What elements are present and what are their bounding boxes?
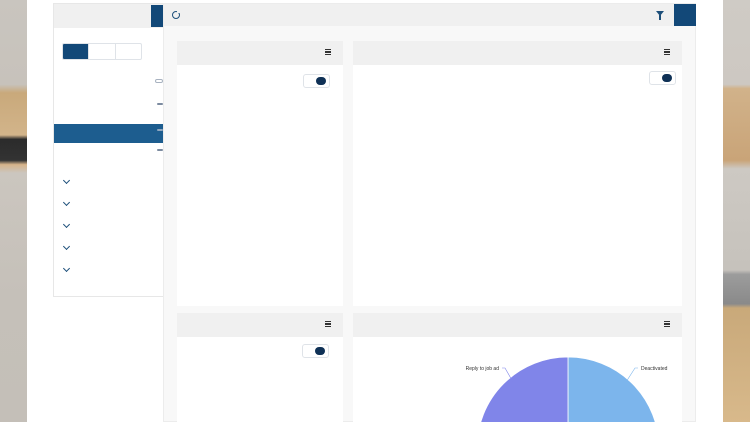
menu-icon[interactable] — [664, 49, 670, 55]
filters-button[interactable] — [649, 71, 676, 85]
filters-count-badge — [315, 347, 325, 355]
widget-vacancy-publications — [177, 41, 343, 306]
dashboard-item-publication-support[interactable] — [54, 76, 173, 100]
category-list — [54, 171, 173, 281]
dashboard-panel: Deactivated Reply to job ad — [163, 3, 696, 422]
filters-button[interactable] — [302, 344, 329, 358]
filter-tab-private[interactable] — [88, 44, 114, 59]
dashboards-sidebar — [53, 3, 174, 297]
category-applications[interactable] — [54, 215, 173, 237]
pie-connector — [502, 367, 514, 383]
filters-button[interactable] — [303, 74, 330, 88]
category-applicants[interactable] — [54, 237, 173, 259]
visibility-filter — [62, 43, 142, 60]
category-vacancies[interactable] — [54, 193, 173, 215]
widget-header — [353, 313, 682, 337]
vacancy-chart — [177, 41, 343, 306]
visibility-badge — [157, 103, 163, 105]
widget-header — [353, 41, 682, 65]
widget-header — [177, 313, 343, 337]
evolution-chart — [353, 41, 682, 306]
chevron-down-icon — [62, 242, 71, 251]
visibility-badge — [155, 79, 163, 83]
dashboard-gauge-icon — [172, 10, 181, 19]
chevron-down-icon — [62, 176, 71, 185]
widget-header — [177, 41, 343, 65]
duration-chart — [177, 313, 343, 422]
chevron-down-icon — [62, 198, 71, 207]
pie-slice — [480, 356, 569, 422]
filters-count-badge — [662, 74, 672, 82]
dashboard-item-recruitment-dashboard[interactable] — [54, 146, 173, 170]
dashboard-item-kpis[interactable] — [54, 124, 173, 143]
widget-types-of-applications: Deactivated Reply to job ad — [353, 313, 682, 422]
chevron-down-icon — [62, 264, 71, 273]
widget-evolution-of-candidates — [353, 41, 682, 306]
filters-count-badge — [316, 77, 326, 85]
menu-icon[interactable] — [664, 321, 670, 327]
filter-tab-all[interactable] — [63, 44, 89, 59]
pie-label: Reply to job ad — [466, 366, 500, 372]
app-window: Deactivated Reply to job ad — [27, 0, 723, 422]
menu-icon[interactable] — [325, 321, 331, 327]
pie-label: Deactivated — [641, 366, 668, 372]
category-interviews[interactable] — [54, 259, 173, 281]
dashboard-item-group-dashboard[interactable] — [54, 100, 173, 124]
pie-connector — [625, 367, 638, 383]
filter-tab-public[interactable] — [114, 44, 141, 59]
background-left — [0, 0, 27, 422]
background-right — [723, 0, 750, 422]
menu-icon[interactable] — [325, 49, 331, 55]
visibility-badge — [157, 129, 163, 131]
filter-icon[interactable] — [656, 11, 664, 20]
pie-slice — [567, 356, 656, 422]
category-vacancy-requests[interactable] — [54, 171, 173, 193]
chevron-down-icon — [62, 220, 71, 229]
dashboard-header — [164, 4, 696, 26]
sidebar-header — [54, 4, 173, 28]
add-widget-button[interactable] — [674, 4, 696, 26]
dashboard-list — [54, 76, 173, 170]
types-chart: Deactivated Reply to job ad — [466, 356, 668, 422]
visibility-badge — [157, 149, 163, 151]
widget-recruiting-process-duration — [177, 313, 343, 422]
